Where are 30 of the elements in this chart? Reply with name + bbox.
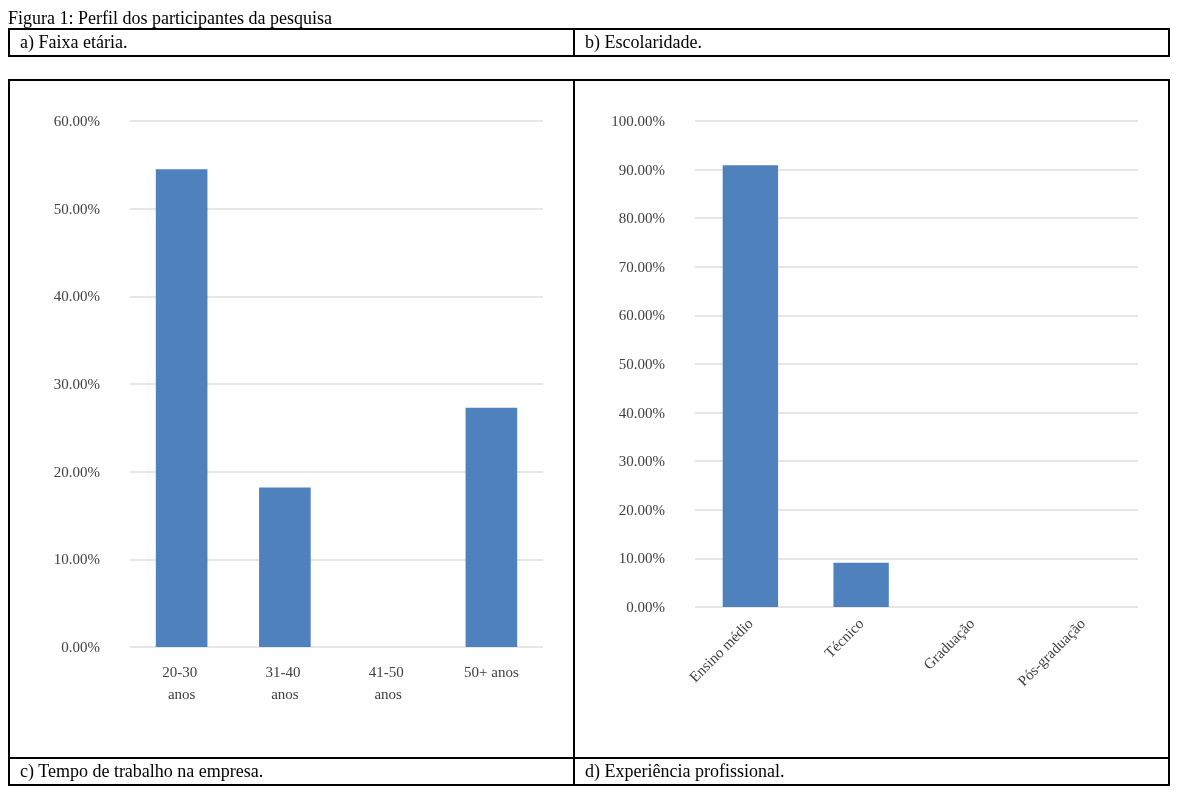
bar <box>155 169 208 647</box>
y-tick-label: 10.00% <box>618 550 665 567</box>
y-tick-label: 20.00% <box>53 463 100 480</box>
bar <box>259 487 311 647</box>
chart-subtitle: b) Escolaridade. <box>575 28 1170 57</box>
y-tick-label: 60.00% <box>53 113 100 129</box>
x-tick-label: 20-30 anos <box>162 664 201 702</box>
y-tick-label: 100.00% <box>611 113 665 129</box>
text: d) Experiência profissional. <box>585 761 786 782</box>
y-tick-label: 40.00% <box>618 404 665 421</box>
y-tick-label: 50.00% <box>618 356 665 372</box>
y-tick-label: 90.00% <box>618 161 665 178</box>
y-tick-label: 30.00% <box>618 453 665 470</box>
chart-subtitle: a) Faixa etária. <box>8 28 575 57</box>
y-tick-label: 30.00% <box>53 376 100 392</box>
bar <box>465 407 518 647</box>
y-tick-label: 10.00% <box>53 551 100 568</box>
y-tick-label: 40.00% <box>53 288 100 305</box>
y-tick-label: 70.00% <box>618 258 665 275</box>
x-tick-label: 41-50 anos <box>368 664 408 702</box>
y-tick-label: 50.00% <box>53 200 100 217</box>
y-tick-label: 0.00% <box>626 599 665 615</box>
y-tick-label: 60.00% <box>618 307 665 324</box>
text: c) Tempo de trabalho na empresa. <box>20 761 265 782</box>
x-tick-label: 50+ anos <box>464 664 519 680</box>
y-tick-label: 0.00% <box>61 639 100 655</box>
y-tick-label: 20.00% <box>618 501 665 518</box>
x-tick-label: 31-40 anos <box>265 664 305 702</box>
chart-title: Figura 1: Perfil dos participantes da pesquisa <box>8 8 333 28</box>
y-tick-label: 80.00% <box>618 210 665 227</box>
